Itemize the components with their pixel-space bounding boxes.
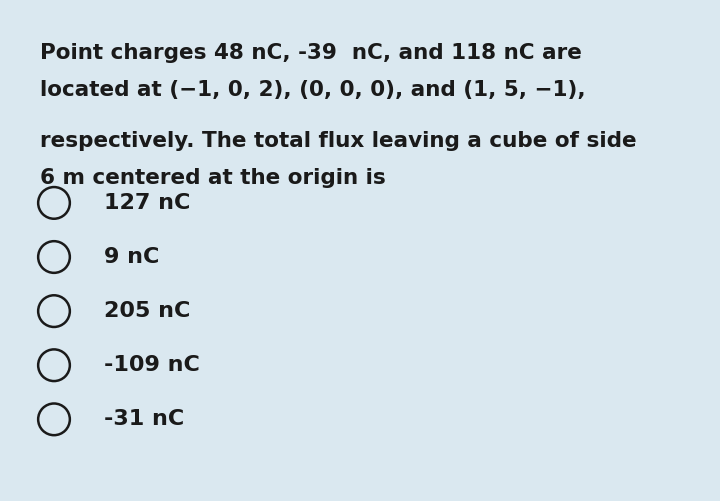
Text: -31 nC: -31 nC [104, 409, 184, 429]
Text: respectively. The total flux leaving a cube of side: respectively. The total flux leaving a c… [40, 131, 636, 151]
Text: 127 nC: 127 nC [104, 193, 191, 213]
Text: 6 m centered at the origin is: 6 m centered at the origin is [40, 168, 385, 188]
Text: -109 nC: -109 nC [104, 355, 200, 375]
Text: Point charges 48 nC, -39  nC, and 118 nC are: Point charges 48 nC, -39 nC, and 118 nC … [40, 43, 582, 63]
Text: 205 nC: 205 nC [104, 301, 191, 321]
Text: located at (−1, 0, 2), (0, 0, 0), and (1, 5, −1),: located at (−1, 0, 2), (0, 0, 0), and (1… [40, 80, 585, 100]
Text: 9 nC: 9 nC [104, 247, 160, 267]
